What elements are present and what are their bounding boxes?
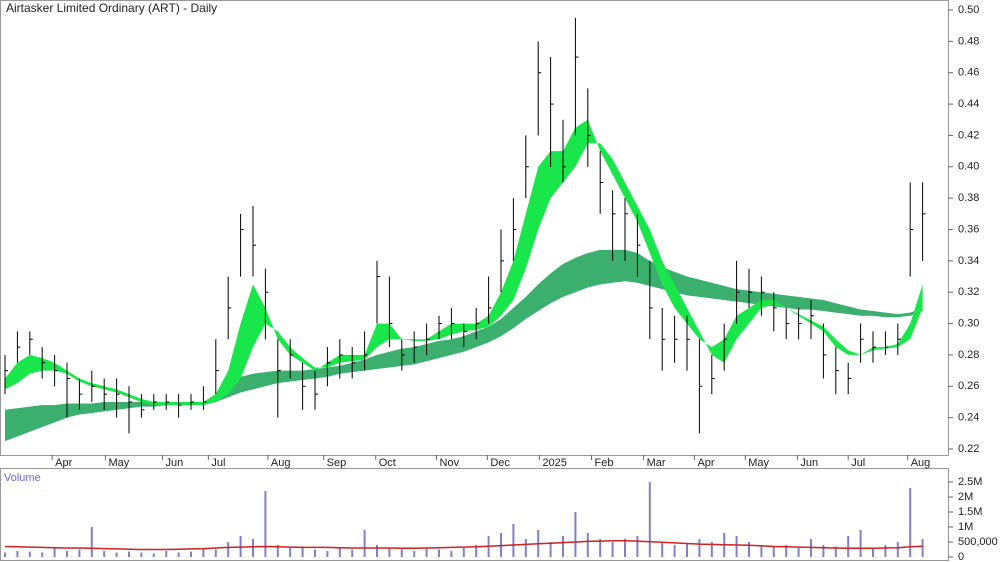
y-tick-label: 0.38 xyxy=(958,192,979,204)
volume-title: Volume xyxy=(4,472,41,484)
y-tick-label: 0.32 xyxy=(958,286,979,298)
y-tick-label: 0.36 xyxy=(958,223,979,235)
y-tick-label: 0.50 xyxy=(958,4,979,16)
x-tick-label: May xyxy=(748,457,769,469)
volume-frame xyxy=(0,468,949,561)
y-tick-label: 0.24 xyxy=(958,412,979,424)
y-tick-label: 0.26 xyxy=(958,380,979,392)
x-tick-label: May xyxy=(108,457,129,469)
y-tick-label: 0.28 xyxy=(958,349,979,361)
y-tick-label: 0.42 xyxy=(958,129,979,141)
x-tick-label: Apr xyxy=(55,457,72,469)
x-tick-label: Aug xyxy=(911,457,931,469)
y-tick-label: 0.40 xyxy=(958,161,979,173)
y-tick-label: 0.48 xyxy=(958,35,979,47)
y-tick-label: 2.5M xyxy=(958,476,982,488)
y-tick-label: 0.46 xyxy=(958,67,979,79)
x-tick-label: Aug xyxy=(271,457,291,469)
x-tick-label: Dec xyxy=(490,457,510,469)
x-tick-label: Feb xyxy=(595,457,614,469)
x-tick-label: 2025 xyxy=(542,457,566,469)
x-tick-label: Jun xyxy=(165,457,183,469)
y-tick-label: 2M xyxy=(958,491,973,503)
y-tick-label: 0 xyxy=(958,551,964,562)
x-tick-label: Jun xyxy=(800,457,818,469)
x-tick-label: Jul xyxy=(851,457,865,469)
x-tick-label: Jul xyxy=(211,457,225,469)
x-tick-label: Nov xyxy=(440,457,460,469)
x-tick-label: Mar xyxy=(647,457,666,469)
x-tick-label: Sep xyxy=(327,457,347,469)
y-tick-label: 0.22 xyxy=(958,443,979,455)
y-tick-label: 1.5M xyxy=(958,506,982,518)
x-tick-label: Oct xyxy=(379,457,396,469)
ma-band xyxy=(5,119,923,406)
chart-title: Airtasker Limited Ordinary (ART) - Daily xyxy=(6,1,217,15)
y-tick-label: 1M xyxy=(958,521,973,533)
y-tick-label: 0.44 xyxy=(958,98,979,110)
y-tick-label: 500,000 xyxy=(958,536,998,548)
x-tick-label: Apr xyxy=(697,457,714,469)
y-tick-label: 0.34 xyxy=(958,255,979,267)
y-tick-label: 0.30 xyxy=(958,317,979,329)
price-frame xyxy=(0,0,949,456)
volume-average xyxy=(4,540,923,551)
